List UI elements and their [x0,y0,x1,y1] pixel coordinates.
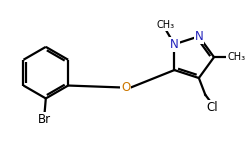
Text: Br: Br [38,113,51,126]
Text: N: N [194,30,203,43]
Text: N: N [170,38,179,51]
Text: CH₃: CH₃ [227,52,245,62]
Text: Cl: Cl [206,101,217,114]
Text: O: O [121,81,130,94]
Text: CH₃: CH₃ [157,20,175,30]
